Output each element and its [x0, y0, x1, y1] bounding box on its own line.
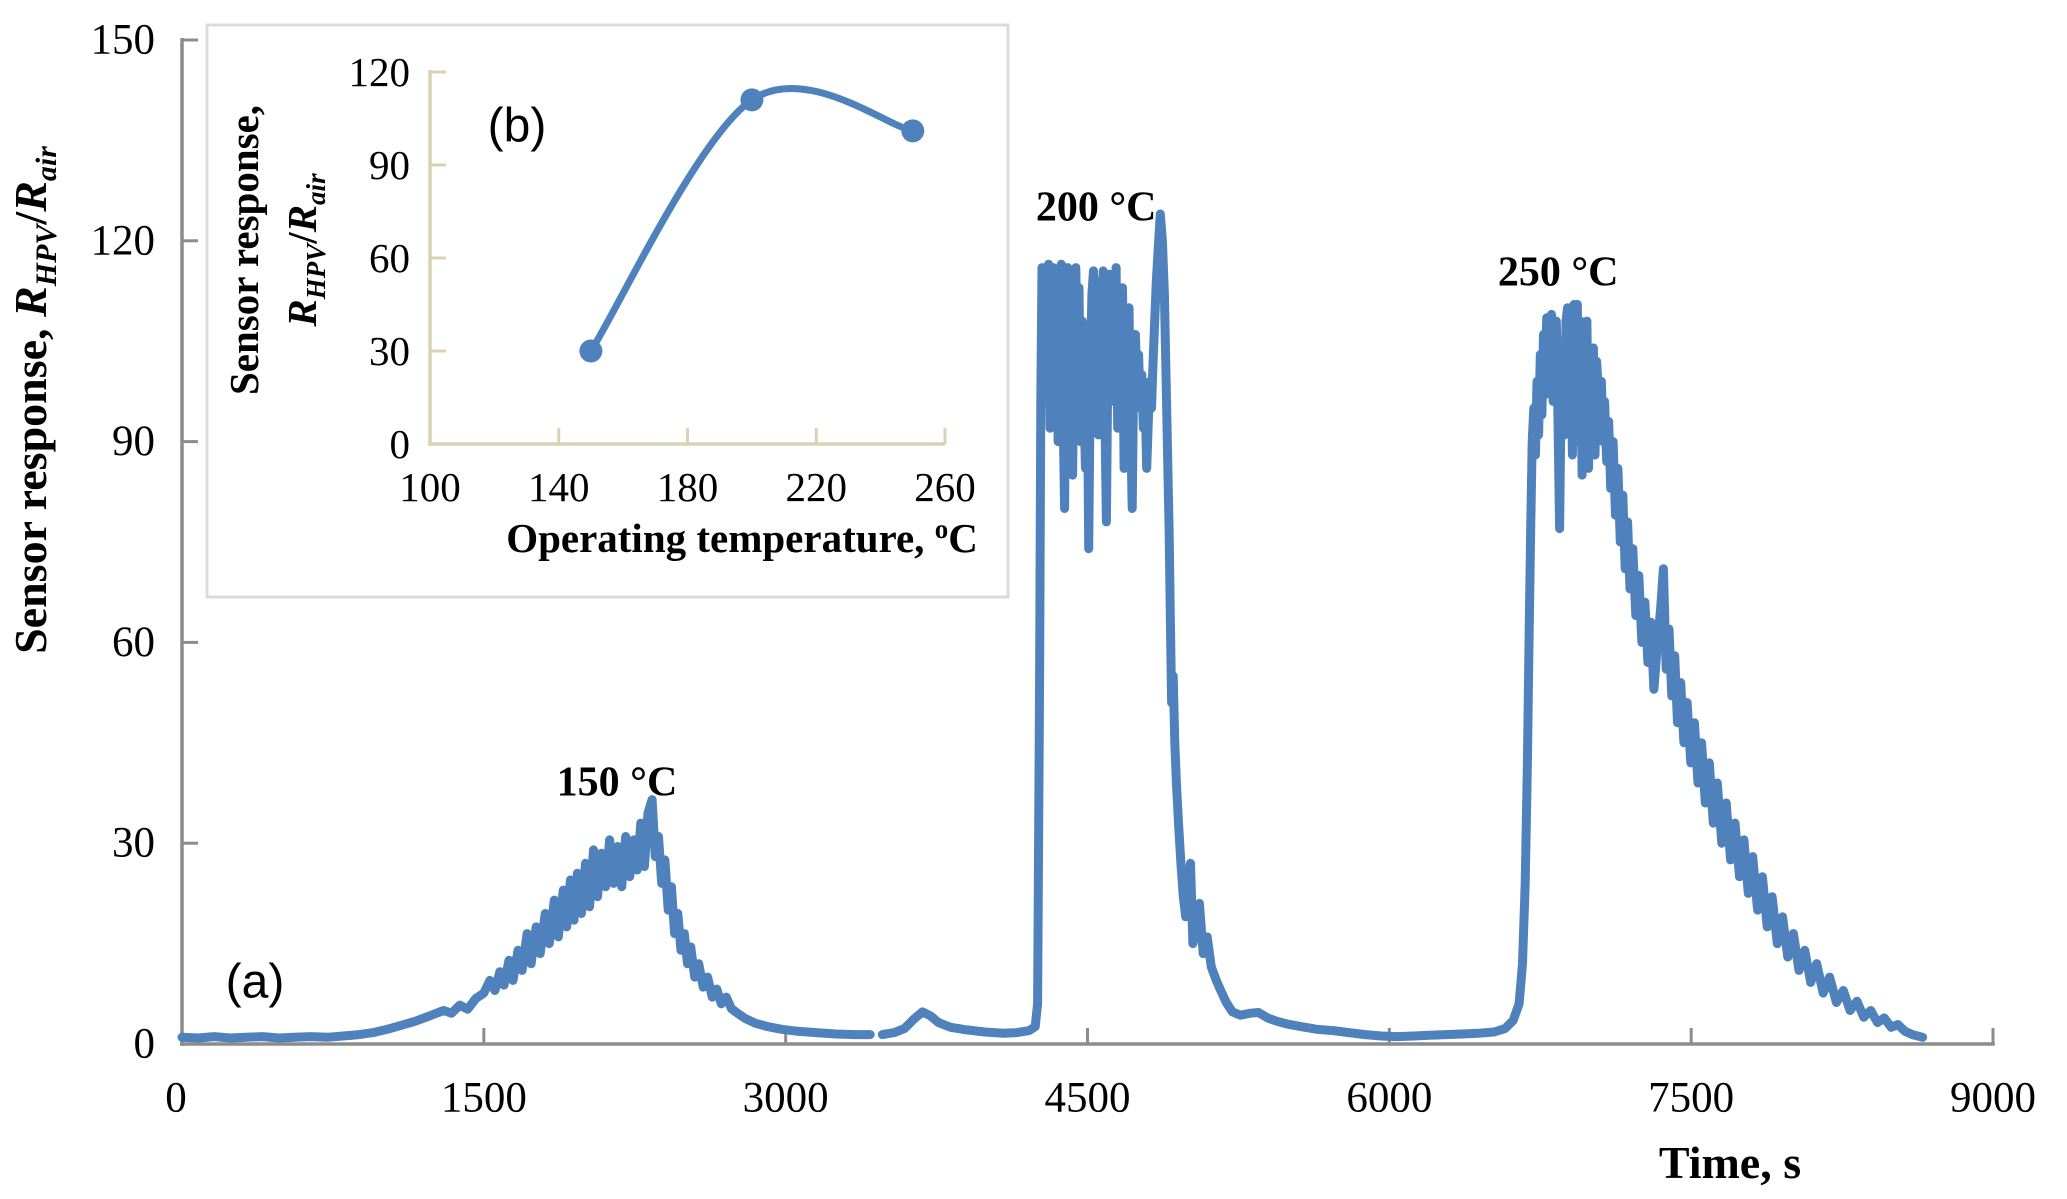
inset-x-tick-label: 260	[914, 464, 976, 510]
main-series-line	[177, 209, 1928, 1043]
inset-data-point	[901, 119, 925, 143]
inset-axis-tick-labels: 100 140 180 220 260 0 30 60 90 120	[349, 49, 976, 510]
main-x-axis-title: Time, s	[1659, 1137, 1801, 1188]
inset-x-tick-label: 180	[657, 464, 719, 510]
inset-y-axis-title-line1: Sensor response,	[221, 105, 267, 395]
inset-x-title-sup: o	[935, 514, 949, 544]
main-y-tick-label: 120	[91, 217, 156, 264]
main-y-axis-title: Sensor response, RHPV/Rair	[5, 146, 63, 654]
main-axis-tick-labels: 0 1500 3000 4500 6000 7500 9000 0 30 60 90 120 150	[91, 17, 2037, 1122]
main-x-tick-label: 0	[165, 1075, 187, 1122]
main-y-title-prefix: Sensor response,	[5, 317, 56, 654]
inset-series-markers	[579, 88, 925, 363]
inset-y-tick-label: 30	[369, 328, 410, 374]
main-x-tick-label: 6000	[1346, 1075, 1432, 1122]
main-y-title-sub2: air	[30, 146, 63, 181]
inset-data-point	[740, 88, 764, 112]
annotation-200c: 200 °C	[1036, 184, 1157, 230]
inset-y-tick-label: 60	[369, 235, 410, 281]
main-y-title-sub1: HPV	[30, 222, 63, 288]
annotation-150c: 150 °C	[557, 759, 678, 805]
inset-chart: 100 140 180 220 260 0 30 60 90 120 Operating temp…	[205, 23, 1010, 599]
main-series-segment	[177, 795, 875, 1043]
inset-y-tick-label: 120	[349, 49, 411, 95]
main-y-tick-label: 0	[134, 1021, 156, 1068]
main-y-tick-label: 60	[112, 619, 155, 666]
panel-a-label: (a)	[226, 956, 285, 1009]
main-x-tick-label: 1500	[441, 1075, 527, 1122]
main-y-title-slash: /	[5, 211, 56, 226]
inset-y-axis-title-line2: RHPV/Rair	[279, 173, 331, 328]
inset-y-title-slash: /	[279, 232, 325, 245]
main-chart: 0 1500 3000 4500 6000 7500 9000 0 30 60 90 120 150 T…	[5, 17, 2036, 1189]
inset-data-point	[579, 339, 603, 363]
inset-x-axis-title: Operating temperature, oC	[506, 514, 978, 561]
main-y-tick-label: 30	[112, 820, 155, 867]
panel-b-label: (b)	[488, 100, 547, 153]
main-x-tick-label: 7500	[1648, 1075, 1734, 1122]
inset-y-tick-label: 0	[390, 421, 411, 467]
inset-y-tick-label: 90	[369, 142, 410, 188]
inset-x-tick-label: 100	[399, 464, 461, 510]
main-x-tick-label: 3000	[743, 1075, 829, 1122]
inset-x-title-unit: C	[948, 515, 978, 561]
inset-y-title-r2: R	[279, 205, 325, 233]
inset-x-tick-label: 140	[528, 464, 590, 510]
inset-x-tick-label: 220	[786, 464, 848, 510]
main-series-segment	[877, 209, 1928, 1042]
main-x-tick-label: 4500	[1045, 1075, 1131, 1122]
inset-y-title-r1: R	[279, 299, 325, 327]
main-y-title-r1: R	[5, 286, 56, 318]
inset-x-title-prefix: Operating temperature,	[506, 515, 935, 561]
main-y-tick-label: 150	[91, 17, 156, 64]
main-y-title-r2: R	[5, 181, 56, 213]
inset-border	[205, 23, 1010, 599]
main-y-tick-label: 90	[112, 418, 155, 465]
inset-axis-ticks	[430, 70, 947, 444]
main-x-tick-label: 9000	[1950, 1075, 2036, 1122]
inset-y-title-sub2: air	[301, 173, 331, 205]
inset-y-title-sub1: HPV	[301, 242, 331, 300]
annotation-250c: 250 °C	[1498, 249, 1619, 295]
inset-series-line	[587, 84, 917, 355]
